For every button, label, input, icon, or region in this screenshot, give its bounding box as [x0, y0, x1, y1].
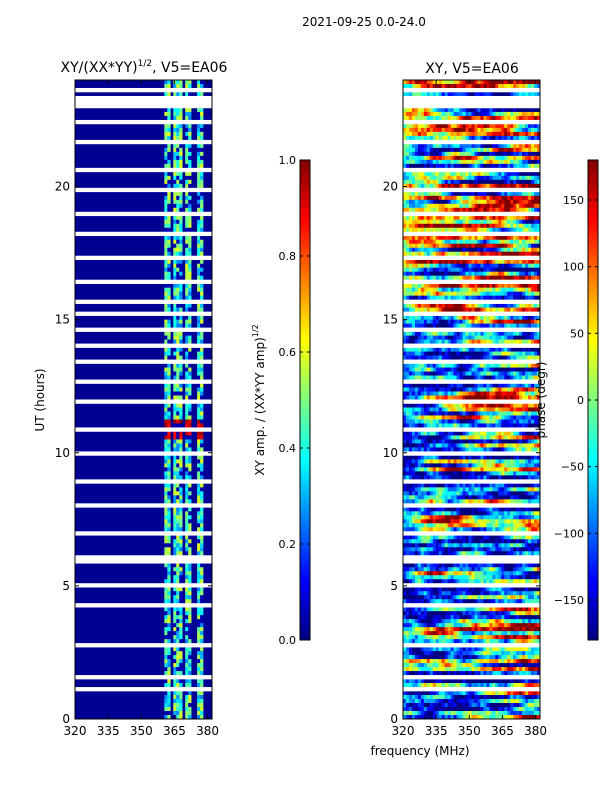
- phase-xtick-label: 320: [392, 724, 415, 738]
- amplitude-xtick-label: 350: [130, 724, 153, 738]
- amplitude-ylabel: UT (hours): [33, 368, 47, 431]
- phase-ytick-label: 10: [383, 446, 398, 460]
- figure-suptitle: 2021-09-25 0.0-24.0: [302, 15, 426, 29]
- phase-colorbar-tick-label: 150: [563, 194, 584, 207]
- amplitude-panel: XY/(XX*YY)1/2, V5=EA06 320 335 350 365 380 0 5…: [33, 59, 228, 738]
- amplitude-ytick-label: 15: [55, 313, 70, 327]
- amplitude-colorbar-label: XY amp. / (XX*YY amp)1/2: [251, 324, 267, 475]
- phase-ytick-label: 5: [390, 579, 398, 593]
- amplitude-colorbar-tick-label: 0.0: [279, 634, 297, 647]
- phase-colorbar-tick-label: −100: [554, 527, 584, 540]
- amplitude-panel-title: XY/(XX*YY)1/2, V5=EA06: [61, 59, 228, 76]
- phase-colorbar: −150 −100 −50 0 50 100 150 phase (degr): [534, 159, 599, 641]
- amplitude-heatmap: [75, 80, 212, 719]
- phase-xtick-label: 380: [524, 724, 547, 738]
- phase-heatmap: [403, 80, 540, 719]
- amplitude-colorbar-tick-label: 0.4: [279, 442, 297, 455]
- phase-xtick-label: 350: [458, 724, 481, 738]
- amplitude-ytick-label: 10: [55, 446, 70, 460]
- amplitude-frame: [74, 79, 213, 720]
- phase-colorbar-tick-label: 100: [563, 261, 584, 274]
- amplitude-colorbar-bar: [299, 159, 311, 641]
- phase-colorbar-tick-label: −50: [561, 461, 584, 474]
- amplitude-colorbar-tick-label: 0.2: [279, 538, 297, 551]
- phase-colorbar-tick-label: 50: [570, 327, 584, 340]
- amplitude-ytick-label: 5: [62, 579, 70, 593]
- amplitude-colorbar: 0.0 0.2 0.4 0.6 0.8 1.0 XY amp. / (XX*YY amp)…: [251, 154, 311, 647]
- phase-xtick-label: 335: [425, 724, 448, 738]
- phase-panel: XY, V5=EA06 320 335 350 365 380 0 5 10 15 20 freq…: [370, 61, 547, 758]
- amplitude-ytick-label: 0: [62, 712, 70, 726]
- phase-xtick-label: 365: [491, 724, 514, 738]
- phase-colorbar-tick-label: 0: [577, 394, 584, 407]
- amplitude-xtick-label: 335: [97, 724, 120, 738]
- phase-colorbar-tick-label: −150: [554, 594, 584, 607]
- amplitude-colorbar-tick-label: 0.8: [279, 250, 297, 263]
- amplitude-colorbar-tick-label: 0.6: [279, 346, 297, 359]
- phase-ytick-label: 0: [390, 712, 398, 726]
- phase-frame: [402, 79, 541, 720]
- phase-ytick-label: 15: [383, 313, 398, 327]
- amplitude-ytick-label: 20: [55, 180, 70, 194]
- phase-panel-title: XY, V5=EA06: [425, 61, 519, 77]
- phase-ytick-label: 20: [383, 180, 398, 194]
- amplitude-xtick-label: 365: [163, 724, 186, 738]
- amplitude-xtick-label: 320: [64, 724, 87, 738]
- phase-colorbar-label: phase (degr): [534, 362, 548, 439]
- amplitude-colorbar-tick-label: 1.0: [279, 154, 297, 167]
- phase-xlabel: frequency (MHz): [370, 744, 469, 758]
- amplitude-xtick-label: 380: [196, 724, 219, 738]
